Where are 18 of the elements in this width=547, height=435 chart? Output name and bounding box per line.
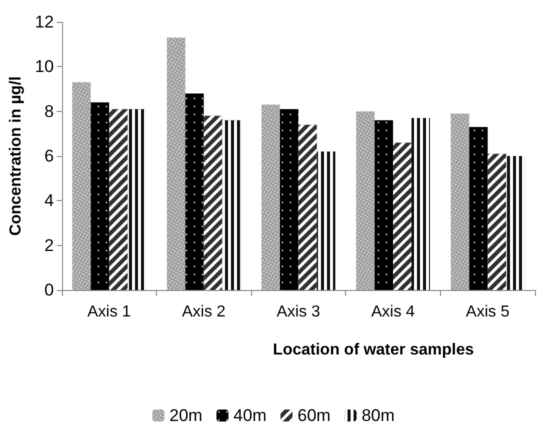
legend-label: 60m	[298, 406, 331, 425]
x-tick-label: Axis 2	[182, 304, 226, 320]
legend-label: 80m	[362, 406, 395, 425]
legend-label: 40m	[233, 406, 267, 425]
y-tick-label: 12	[34, 12, 54, 32]
legend-label: 20m	[169, 406, 202, 425]
y-tick-label: 0	[44, 280, 54, 300]
x-tick-label: Axis 1	[87, 304, 132, 320]
x-tick-label: Axis 5	[466, 304, 510, 320]
x-tick-label: Axis 3	[276, 304, 320, 320]
y-tick-label: 6	[44, 146, 54, 166]
y-axis-title: Concentration in µg/l	[8, 76, 24, 236]
x-tick-label: Axis 4	[371, 304, 415, 320]
x-axis-title: Location of water samples	[272, 342, 474, 358]
y-tick-label: 2	[44, 236, 54, 255]
y-tick-label: 4	[44, 191, 54, 210]
y-tick-label: 10	[34, 57, 54, 76]
y-tick-label: 8	[44, 102, 54, 121]
